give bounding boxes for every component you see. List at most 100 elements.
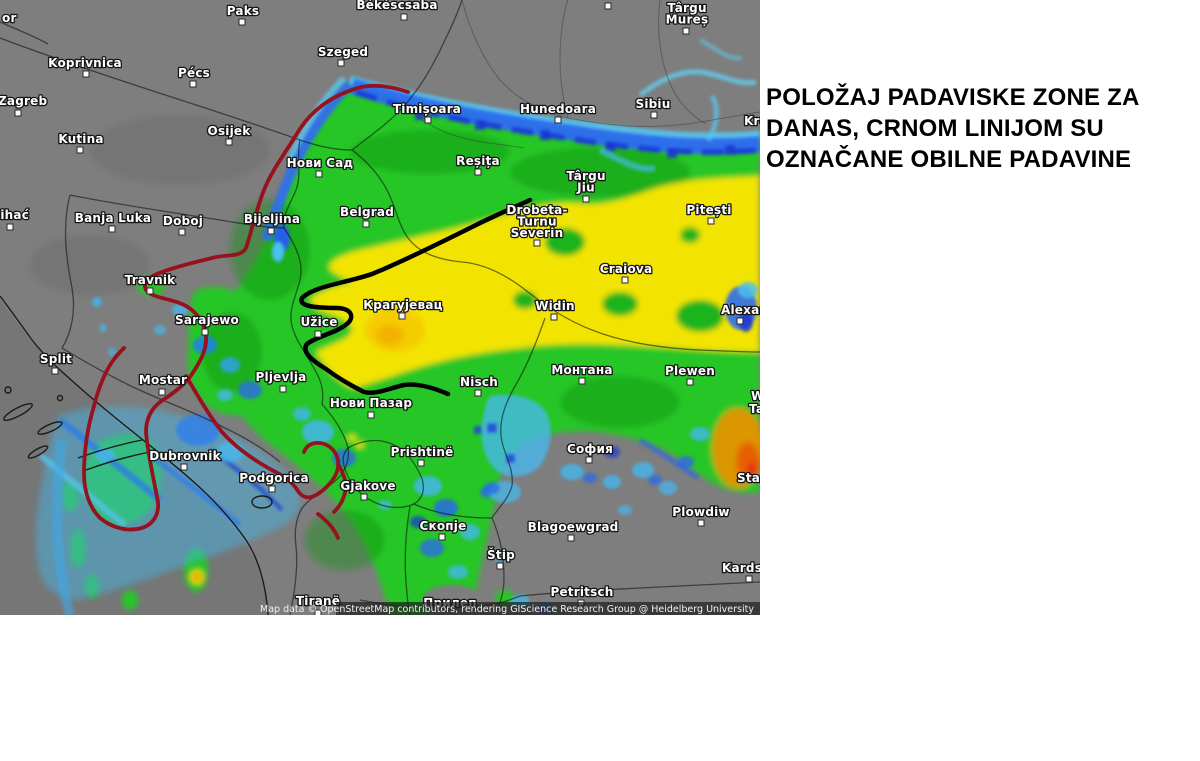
city-marker: [238, 18, 246, 26]
city-label: Kronstadt: [744, 114, 760, 128]
city-layer: Paks Szeged Koprivnica Pécs Zagreb Kutina Osij…: [0, 0, 760, 615]
city-marker: [315, 170, 323, 178]
district-borders: [403, 0, 760, 149]
city-label: Sarajewo: [175, 313, 239, 327]
city-marker: [76, 146, 84, 154]
city-marker: [158, 388, 166, 396]
city-label: Крагујевац: [363, 298, 442, 312]
city-label: Нови Сад: [287, 156, 354, 170]
city-marker: [496, 562, 504, 570]
city-label: Скопје: [420, 519, 467, 533]
city-label: or: [2, 11, 17, 25]
city-label: Weliko: [751, 389, 760, 403]
city-marker: [697, 519, 705, 527]
city-marker: [582, 195, 590, 203]
city-label: Banja Luka: [75, 211, 151, 225]
city-label: Нови Пазар: [330, 396, 412, 410]
city-label: Timișoara: [393, 102, 461, 116]
annotation-line-2: DANAS, CRNOM LINIJOM SU: [766, 115, 1104, 142]
city-label: Doboj: [163, 214, 203, 228]
city-label: Petritsch: [550, 585, 613, 599]
city-marker: [554, 116, 562, 124]
city-label: Osijek: [208, 124, 252, 138]
annotation-line-3: OZNAČANE OBILNE PADAVINE: [766, 146, 1132, 173]
city-label: Dubrovnik: [149, 449, 221, 463]
city-label: Stara Sagora: [737, 471, 760, 485]
city-marker: [398, 312, 406, 320]
city-label: Štip: [487, 547, 515, 562]
radar-map-svg: Paks Szeged Koprivnica Pécs Zagreb Kutina Osij…: [0, 0, 760, 615]
city-marker: [650, 111, 658, 119]
annotation-line-1: POLOŽAJ PADAVISKE ZONE ZA: [766, 84, 1140, 111]
city-marker: [550, 313, 558, 321]
city-marker: [417, 459, 425, 467]
city-marker: [108, 225, 116, 233]
city-marker: [362, 220, 370, 228]
city-marker: [180, 463, 188, 471]
city-marker: [14, 109, 22, 117]
city-label: Tiranë: [296, 594, 340, 608]
city-marker: [686, 378, 694, 386]
city-marker: [424, 116, 432, 124]
radar-map: Paks Szeged Koprivnica Pécs Zagreb Kutina Osij…: [0, 0, 760, 615]
city-label: Koprivnica: [48, 56, 122, 70]
city-marker: [745, 575, 753, 583]
city-marker: [146, 287, 154, 295]
city-label: Split: [40, 352, 72, 366]
attribution-bar: Map data © OpenStreetMap contributors, r…: [260, 602, 760, 615]
city-label: Tarnowo: [749, 402, 760, 416]
city-label: Reșița: [456, 154, 500, 168]
city-label: Widin: [535, 299, 575, 313]
city-label: Gjakove: [340, 479, 395, 493]
precip-zone-line: [82, 84, 410, 540]
city-label: Prishtinë: [391, 445, 454, 459]
city-marker: [367, 411, 375, 419]
attribution-text: Map data © OpenStreetMap contributors, r…: [260, 604, 754, 615]
radar-layer: [35, 38, 760, 615]
city-label: Plowdiw: [672, 505, 729, 519]
city-label: Pitești: [686, 203, 731, 217]
city-label: Bijeljina: [244, 212, 300, 226]
city-marker: [360, 493, 368, 501]
city-marker: [585, 456, 593, 464]
city-label: Plewen: [665, 364, 715, 378]
city-marker: [82, 70, 90, 78]
city-marker: [314, 330, 322, 338]
city-marker: [225, 138, 233, 146]
city-marker: [621, 276, 629, 284]
city-marker: [279, 385, 287, 393]
city-label: Turnu: [517, 215, 556, 229]
city-label: Bihać: [0, 208, 29, 222]
coastline: [0, 295, 273, 615]
city-label: Hunedoara: [520, 102, 596, 116]
city-marker: [438, 533, 446, 541]
city-label: Kardschali: [722, 561, 760, 575]
city-marker: [567, 534, 575, 542]
annotation-note: POLOŽAJ PADAVISKE ZONE ZA DANAS, CRNOM L…: [766, 82, 1196, 175]
city-marker: [6, 223, 14, 231]
city-marker: [337, 59, 345, 67]
city-marker: [707, 217, 715, 225]
city-label: Монтана: [551, 363, 612, 377]
legend-panel: Simulierte Reflektivität 1km ü.Grund (dB…: [0, 615, 1200, 761]
city-label: Belgrad: [340, 205, 394, 219]
city-label: София: [567, 442, 613, 456]
city-label: Severin: [511, 226, 564, 240]
city-marker: [178, 228, 186, 236]
city-marker: [474, 168, 482, 176]
city-label: Sibiu: [635, 97, 670, 111]
city-label: Szeged: [318, 45, 368, 59]
city-label: Užice: [300, 315, 337, 329]
heavy-precip-outline: [299, 197, 533, 397]
city-label: Alexandria: [721, 303, 760, 317]
city-marker: [189, 80, 197, 88]
city-label: Pécs: [178, 66, 210, 80]
city-label: Kutina: [58, 132, 103, 146]
city-marker: [201, 328, 209, 336]
city-label: Travnik: [125, 273, 177, 287]
city-label: Blagoewgrad: [528, 520, 619, 534]
city-marker: [736, 317, 744, 325]
city-marker: [314, 609, 322, 615]
city-label: Nisch: [460, 375, 498, 389]
